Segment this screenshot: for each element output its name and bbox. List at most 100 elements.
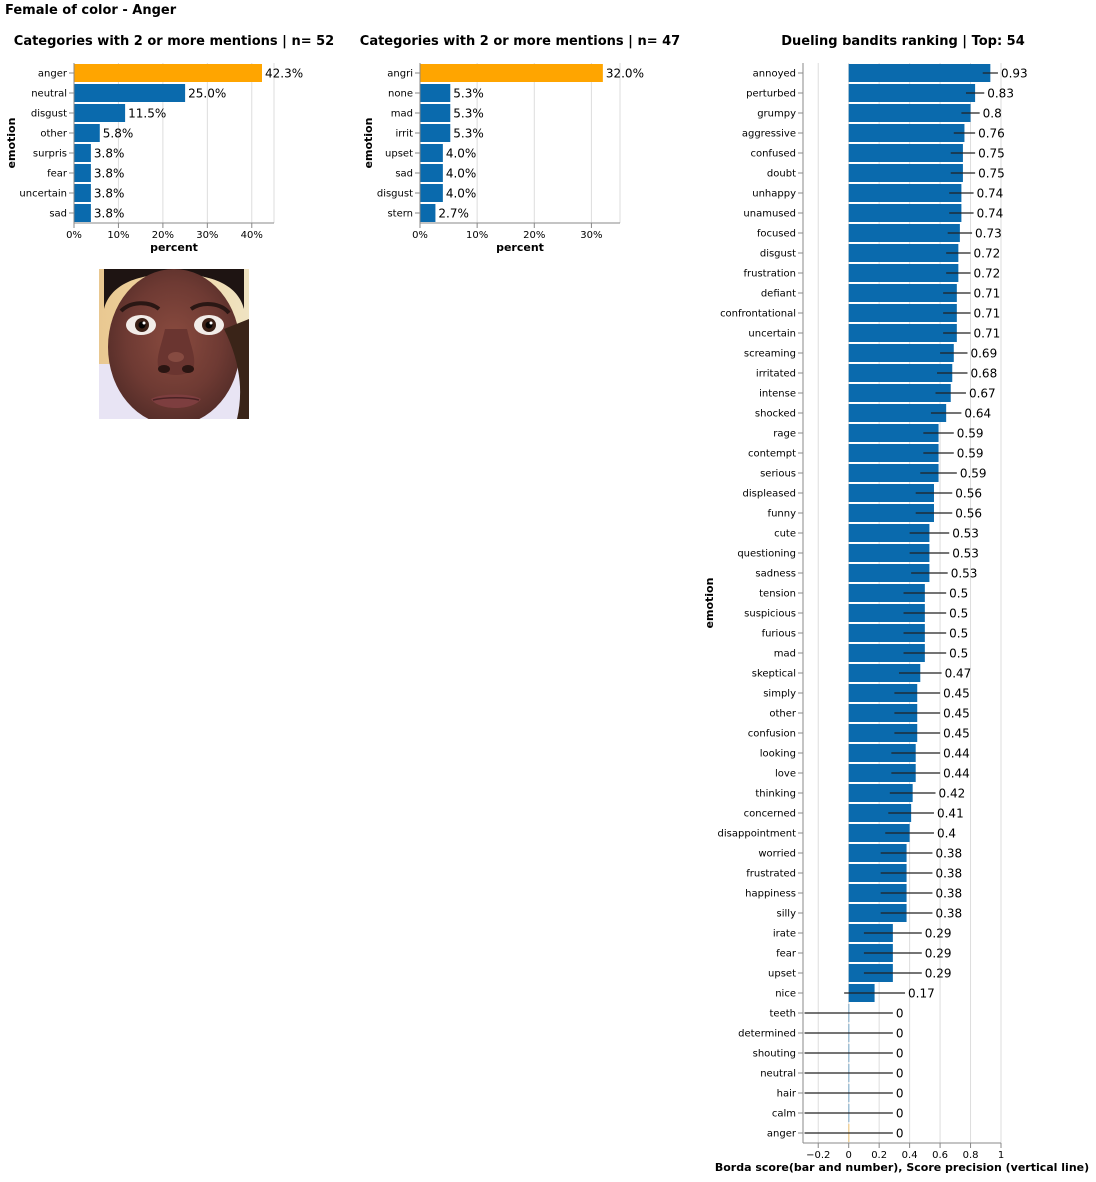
chart3-category-label: shocked xyxy=(755,409,796,420)
chart3-value-label: 0.56 xyxy=(955,487,982,501)
chart1-bar xyxy=(74,124,100,142)
chart1-category-label: surpris xyxy=(33,149,67,160)
chart2-bar xyxy=(420,104,451,122)
chart3-value-label: 0.53 xyxy=(952,527,979,541)
chart2-value-label: 5.3% xyxy=(453,127,484,141)
chart3-bar xyxy=(848,724,918,742)
chart2-bar xyxy=(420,124,451,142)
chart3-value-label: 0.75 xyxy=(978,147,1005,161)
chart3-category-label: happiness xyxy=(745,889,796,900)
chart1-x-tick-label: 30% xyxy=(196,230,218,241)
chart3-value-label: 0.8 xyxy=(983,107,1002,121)
chart3-value-label: 0.74 xyxy=(977,187,1004,201)
chart3-value-label: 0.93 xyxy=(1001,67,1028,81)
chart2-x-tick-label: 20% xyxy=(523,230,545,241)
chart3-value-label: 0 xyxy=(896,1007,904,1021)
chart1-value-label: 3.8% xyxy=(94,207,125,221)
chart1-value-label: 11.5% xyxy=(128,107,166,121)
chart3-value-label: 0.72 xyxy=(974,267,1001,281)
chart3-category-label: grumpy xyxy=(757,109,796,120)
chart3-value-label: 0.29 xyxy=(925,927,952,941)
chart3-value-label: 0.59 xyxy=(957,447,984,461)
chart3-category-label: annoyed xyxy=(753,69,796,80)
chart3-bar xyxy=(848,524,930,542)
chart3-category-label: thinking xyxy=(755,789,796,800)
chart3-x-tick-label: 0.6 xyxy=(932,1150,948,1161)
chart1-bar xyxy=(74,164,91,182)
chart3-value-label: 0 xyxy=(896,1027,904,1041)
chart3-value-label: 0.41 xyxy=(937,807,964,821)
chart3-category-label: anger xyxy=(767,1129,797,1140)
chart3-value-label: 0.47 xyxy=(945,667,972,681)
chart2-value-label: 32.0% xyxy=(606,67,644,81)
chart3-category-label: uncertain xyxy=(748,329,796,340)
chart1-value-label: 3.8% xyxy=(94,187,125,201)
chart3-bar xyxy=(848,684,918,702)
chart3-category-label: frustration xyxy=(744,269,797,280)
chart1-x-axis-label: percent xyxy=(150,241,198,254)
chart3-category-label: intense xyxy=(759,389,796,400)
chart2-value-label: 4.0% xyxy=(446,187,477,201)
chart3-category-label: perturbed xyxy=(746,89,796,100)
chart3-category-label: love xyxy=(775,769,796,780)
chart3-category-label: doubt xyxy=(767,169,796,180)
chart3-category-label: serious xyxy=(760,469,796,480)
chart3-bar xyxy=(848,364,953,382)
chart2-bar xyxy=(420,204,436,222)
chart1-value-label: 3.8% xyxy=(94,167,125,181)
chart3-category-label: mad xyxy=(774,649,796,660)
chart3-value-label: 0.59 xyxy=(960,467,987,481)
chart3-category-label: contempt xyxy=(748,449,796,460)
chart3-x-tick-label: −0.2 xyxy=(806,1150,830,1161)
chart3-value-label: 0.59 xyxy=(957,427,984,441)
chart3-bar xyxy=(848,664,921,682)
chart3-bar xyxy=(848,444,939,462)
chart3-category-label: suspicious xyxy=(744,609,796,620)
chart3-value-label: 0.73 xyxy=(975,227,1002,241)
chart3-value-label: 0.17 xyxy=(908,987,935,1001)
chart1-x-tick-label: 0% xyxy=(66,230,82,241)
chart3-category-label: irate xyxy=(773,929,796,940)
chart3-bar xyxy=(848,864,907,882)
chart1-value-label: 25.0% xyxy=(188,87,226,101)
chart3-bar xyxy=(848,304,957,322)
chart3-category-label: concerned xyxy=(744,809,796,820)
chart3-category-label: sadness xyxy=(755,569,796,580)
chart2-bar xyxy=(420,184,443,202)
chart3-bar xyxy=(848,384,951,402)
chart1-category-label: other xyxy=(40,129,68,140)
chart1-bar xyxy=(74,204,91,222)
chart3-value-label: 0.69 xyxy=(970,347,997,361)
chart3-category-label: irritated xyxy=(756,369,796,380)
chart3-bar xyxy=(848,64,991,82)
chart3-value-label: 0.83 xyxy=(987,87,1014,101)
chart2-category-label: sad xyxy=(395,169,413,180)
chart3-bar xyxy=(848,104,971,122)
chart3-value-label: 0 xyxy=(896,1047,904,1061)
chart2-value-label: 5.3% xyxy=(453,87,484,101)
chart3-value-label: 0.29 xyxy=(925,967,952,981)
chart3-category-label: calm xyxy=(772,1109,796,1120)
chart3-bar xyxy=(848,84,976,102)
chart3-bar xyxy=(848,224,960,242)
chart1-value-label: 42.3% xyxy=(265,67,303,81)
chart2-bar xyxy=(420,164,443,182)
chart3-value-label: 0.71 xyxy=(974,307,1001,321)
chart2-category-label: disgust xyxy=(377,189,413,200)
chart3-category-label: neutral xyxy=(760,1069,796,1080)
chart1-category-label: disgust xyxy=(31,109,67,120)
chart3-value-label: 0.38 xyxy=(935,887,962,901)
chart2-category-label: angri xyxy=(387,69,413,80)
chart1-value-label: 5.8% xyxy=(103,127,133,141)
chart2-x-tick-label: 10% xyxy=(466,230,488,241)
chart2-bar xyxy=(420,144,443,162)
chart3-x-tick-label: 0 xyxy=(846,1150,852,1161)
chart1-category-label: uncertain xyxy=(19,189,67,200)
chart3-value-label: 0.42 xyxy=(939,787,966,801)
chart1-x-tick-label: 40% xyxy=(241,230,263,241)
chart3-category-label: cute xyxy=(774,529,796,540)
chart3-category-label: focused xyxy=(757,229,796,240)
chart3-bar xyxy=(848,504,934,522)
chart3-category-label: questioning xyxy=(737,549,796,560)
chart3-bar xyxy=(848,804,912,822)
